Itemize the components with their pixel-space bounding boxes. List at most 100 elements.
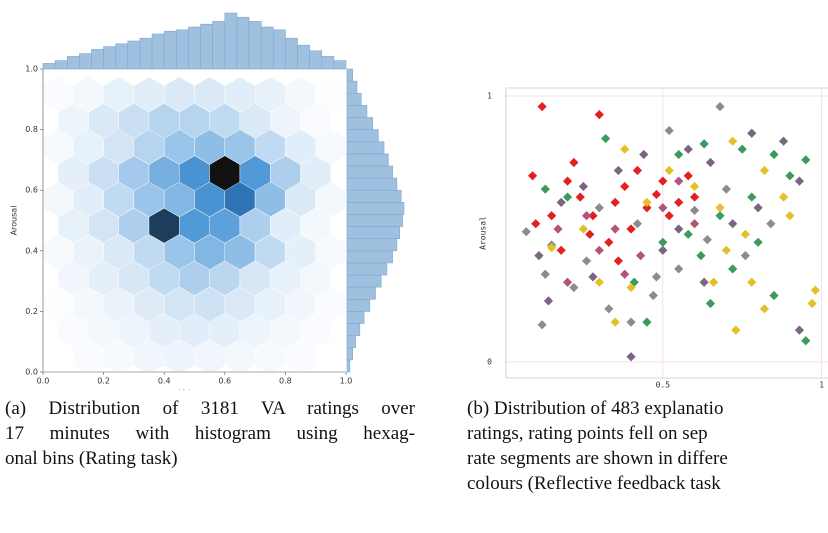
- scatter-point: [759, 165, 770, 176]
- scatter-point: [562, 277, 573, 287]
- y-tick-label: 1: [487, 91, 492, 100]
- scatter-point: [658, 203, 668, 213]
- scatter-point: [632, 219, 643, 229]
- scatter-point: [810, 285, 820, 295]
- scatter-point: [556, 197, 566, 208]
- histogram-bar: [346, 214, 403, 227]
- histogram-bar: [79, 53, 92, 70]
- scatter-point: [794, 325, 805, 335]
- scatter-point: [610, 317, 620, 327]
- caption-line: rate segments are shown in differe: [467, 448, 728, 469]
- scatter-point: [540, 269, 550, 279]
- y-tick-label: 0.8: [25, 125, 38, 134]
- histogram-bar: [346, 92, 362, 106]
- caption-line: onal bins (Rating task): [5, 448, 178, 469]
- scatter-point: [588, 272, 598, 282]
- histogram-bar: [346, 311, 365, 324]
- histogram-bar: [212, 21, 226, 70]
- scatter-point: [610, 197, 620, 208]
- scatter-point: [769, 149, 779, 160]
- scatter-point: [578, 224, 589, 234]
- scatter-point: [537, 320, 547, 330]
- scatter-chart: 0.5101ValenceArousal: [479, 87, 828, 390]
- scatter-point: [683, 171, 693, 181]
- histogram-bar: [224, 12, 238, 70]
- scatter-point: [540, 184, 550, 194]
- scatter-point: [562, 176, 573, 186]
- histogram-bar: [188, 26, 201, 70]
- histogram-bar: [54, 60, 68, 70]
- histogram-bar: [346, 129, 379, 143]
- scatter-point: [575, 192, 585, 202]
- scatter-point: [689, 192, 700, 202]
- plot-frame: [505, 87, 828, 379]
- scatter-point: [581, 211, 592, 221]
- scatter-point: [648, 290, 658, 301]
- histogram-bar: [127, 40, 141, 70]
- scatter-point: [569, 157, 579, 168]
- scatter-point: [578, 181, 589, 192]
- x-tick-label: 0.5: [656, 381, 671, 390]
- scatter-point: [664, 125, 674, 136]
- scatter-point: [604, 304, 614, 314]
- y-tick-label: 0.0: [25, 368, 38, 377]
- scatter-point: [613, 256, 623, 266]
- y-tick-label: 1.0: [25, 65, 38, 74]
- histogram-bar: [321, 56, 335, 70]
- scatter-point: [728, 219, 738, 229]
- scatter-point: [794, 176, 805, 186]
- histogram-bar: [151, 33, 165, 70]
- histogram-bar: [346, 335, 356, 349]
- scatter-point: [639, 149, 649, 160]
- x-axis-label: Valence: [179, 389, 210, 391]
- scatter-point: [562, 192, 573, 202]
- histogram-bar: [346, 238, 398, 252]
- scatter-point: [721, 184, 731, 194]
- hexbin: [315, 76, 346, 113]
- caption-line: 17 minutes with histogram using hexag-: [5, 423, 415, 444]
- scatter-point: [674, 264, 684, 274]
- scatter-point: [626, 317, 636, 327]
- scatter-point: [801, 155, 811, 165]
- x-tick-label: 0.6: [218, 377, 231, 386]
- scatter-point: [683, 229, 693, 239]
- scatter-point: [635, 251, 646, 261]
- histogram-bar: [176, 29, 189, 70]
- scatter-point: [626, 282, 636, 293]
- scatter-point: [642, 203, 652, 213]
- histogram-bar: [346, 298, 371, 312]
- scatter-point: [737, 144, 747, 154]
- scatter-point: [715, 211, 725, 221]
- scatter-point: [537, 102, 547, 112]
- scatter-point: [769, 290, 779, 301]
- scatter-point: [674, 176, 684, 186]
- charts: 0.0 0.2 0.4 0.6 0.8 1.0 0.0 0.2 0.4 0.6 0.8 1.0 Vale…: [10, 12, 828, 391]
- y-axis-label: Arousal: [479, 216, 488, 250]
- x-tick-label: 0.0: [37, 377, 50, 386]
- scatter-point: [547, 211, 557, 221]
- scatter-point: [594, 277, 604, 287]
- scatter-point: [728, 264, 738, 274]
- scatter-point: [689, 219, 700, 229]
- histogram-bar: [346, 286, 376, 300]
- scatter-point: [642, 317, 652, 327]
- histogram-bar: [346, 189, 402, 203]
- histogram-bar: [236, 16, 250, 70]
- histogram-bar: [346, 226, 401, 239]
- scatter-point: [785, 171, 795, 181]
- histogram-bar: [346, 323, 361, 336]
- y-tick-label: 0: [487, 358, 492, 367]
- scatter-point: [613, 165, 623, 176]
- scatter-point: [740, 251, 751, 261]
- caption-line: colours (Reflective feedback task: [467, 473, 721, 494]
- scatter-point: [626, 224, 636, 234]
- scatter-point: [543, 296, 554, 306]
- scatter-point: [632, 165, 643, 176]
- scatter-point: [585, 229, 595, 239]
- scatter-point: [620, 144, 630, 154]
- scatter-point: [658, 245, 668, 255]
- histogram-bar: [297, 44, 310, 70]
- y-tick-label: 0.4: [25, 246, 38, 255]
- scatter-point: [658, 237, 668, 247]
